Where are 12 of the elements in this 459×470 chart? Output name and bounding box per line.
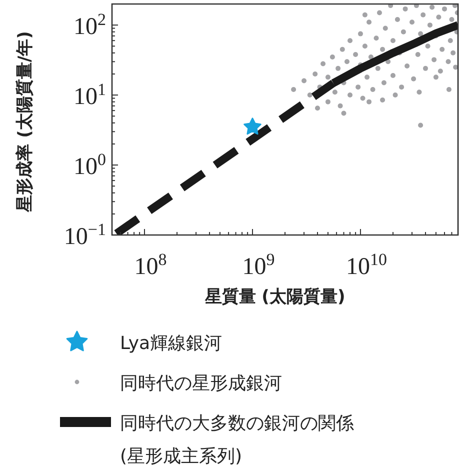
x-axis-title: 星質量 (太陽質量)	[204, 287, 346, 307]
x-tick-label: 10$^{9}$	[242, 250, 275, 280]
y-tick-label: 10$^{0}$	[74, 150, 106, 180]
legend-label: Lya輝線銀河	[120, 333, 222, 354]
y-axis-title: 星形成率 (太陽質量/年)	[15, 31, 35, 213]
x-tick-label: 10$^{10}$	[346, 250, 387, 280]
legend-label: 同時代の大多数の銀河の関係 (星形成主系列)	[120, 413, 354, 467]
y-tick-label: 10$^{1}$	[74, 80, 106, 110]
y-tick-label: 10$^{2}$	[74, 10, 106, 40]
y-tick-label: 10$^{−1}$	[64, 220, 106, 250]
x-tick-label: 10$^{8}$	[134, 250, 167, 280]
legend-label: 同時代の星形成銀河	[120, 373, 282, 394]
